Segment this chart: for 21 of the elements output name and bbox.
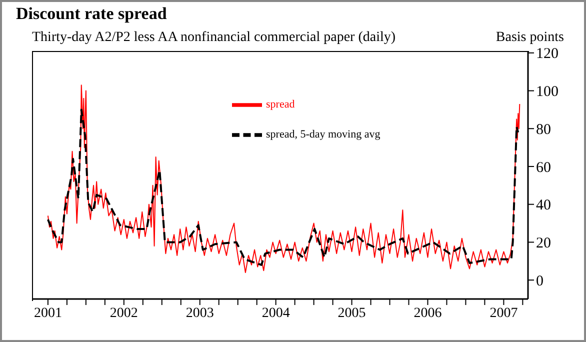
y-tick-label: 120: [536, 46, 558, 62]
y-tick-label: 20: [536, 236, 551, 252]
y-axis-title: Basis points: [496, 30, 564, 46]
chart-title: Discount rate spread: [16, 4, 167, 24]
y-tick-label: 40: [536, 198, 551, 214]
x-tick-label: 2002: [110, 306, 138, 321]
line-series: [46, 108, 520, 266]
x-tick-label: 2006: [414, 306, 442, 321]
line-series: [47, 84, 520, 273]
x-tick-label: 2003: [186, 306, 214, 321]
x-tick-label: 2007: [490, 306, 518, 321]
y-tick-label: 0: [536, 273, 544, 290]
legend-label: spread, 5-day moving avg: [266, 128, 380, 141]
chart-subtitle: Thirty-day A2/P2 less AA nonfinancial commercial paper (daily): [32, 30, 396, 46]
x-tick-label: 2004: [262, 306, 290, 321]
y-tick-label: 60: [536, 160, 551, 176]
y-tick-label: 100: [536, 84, 558, 100]
y-tick-label: 80: [536, 122, 551, 138]
x-tick-label: 2001: [34, 306, 62, 321]
x-tick-label: 2005: [338, 306, 366, 321]
legend-label: spread: [266, 98, 295, 111]
